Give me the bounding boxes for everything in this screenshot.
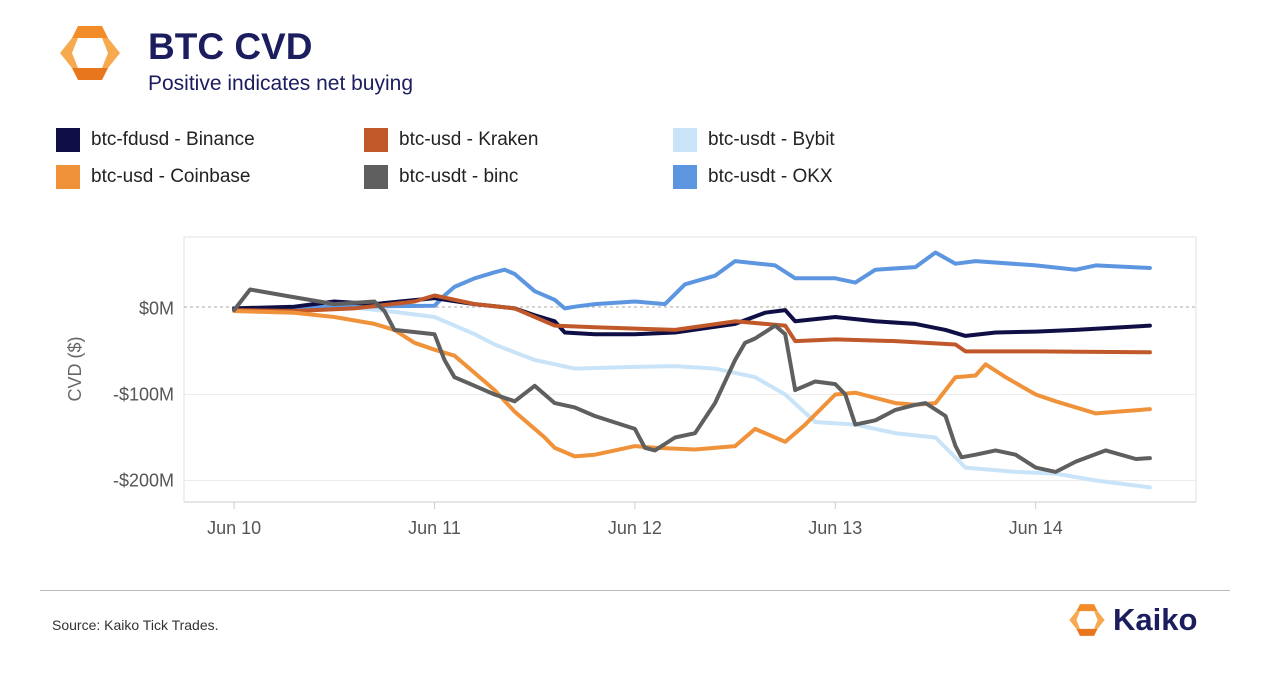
series-line-2 [232, 296, 1152, 338]
legend-label-coinbase: btc-usd - Coinbase [91, 166, 251, 187]
legend-item-kraken: btc-usd - Kraken [364, 127, 538, 153]
grid-layer [184, 393, 1196, 481]
legend-item-binance: btc-fdusd - Binance [56, 127, 255, 153]
y-tick-label: -$200M [113, 470, 174, 490]
series-layer [232, 250, 1152, 490]
series-line-4 [232, 309, 1152, 459]
legend-swatch-coinbase [56, 165, 80, 189]
y-tick-label: -$100M [113, 384, 174, 404]
legend-label-binc: btc-usdt - binc [399, 166, 519, 187]
x-tick-label: Jun 11 [408, 518, 461, 538]
legend-item-bybit: btc-usdt - Bybit [673, 127, 835, 153]
legend-label-okx: btc-usdt - OKX [708, 166, 833, 187]
axis-layer: $0M -$100M -$200M Jun 10 Jun 11 Jun 12 Jun 13 J… [113, 298, 1196, 538]
legend-swatch-binc [364, 165, 388, 189]
chart-subtitle: Positive indicates net buying [148, 72, 413, 95]
kaiko-brand-icon [1069, 604, 1105, 636]
chart-title: BTC CVD [148, 26, 313, 67]
series-line-0 [232, 303, 1152, 490]
x-tick-label: Jun 10 [207, 518, 261, 538]
series-line-3 [232, 293, 1152, 355]
series-line-1 [232, 250, 1152, 313]
legend-label-binance: btc-fdusd - Binance [91, 129, 255, 150]
source-note: Source: Kaiko Tick Trades. [52, 617, 219, 633]
legend-item-okx: btc-usdt - OKX [673, 164, 833, 190]
brand: Kaiko [1067, 600, 1197, 640]
legend-swatch-okx [673, 165, 697, 189]
x-tick-label: Jun 14 [1009, 518, 1063, 538]
legend-swatch-kraken [364, 128, 388, 152]
legend-label-kraken: btc-usd - Kraken [399, 129, 539, 150]
x-tick-label: Jun 12 [608, 518, 662, 538]
legend-item-coinbase: btc-usd - Coinbase [56, 164, 250, 190]
y-axis-title: CVD ($) [65, 336, 85, 401]
legend-item-binc: btc-usdt - binc [364, 164, 518, 190]
plot-area [183, 236, 1197, 503]
legend-swatch-binance [56, 128, 80, 152]
brand-name: Kaiko [1113, 602, 1198, 637]
legend-swatch-bybit [673, 128, 697, 152]
x-tick-label: Jun 13 [808, 518, 862, 538]
footer-divider [40, 590, 1230, 591]
y-tick-label: $0M [139, 298, 174, 318]
legend-label-bybit: btc-usdt - Bybit [708, 129, 835, 150]
series-line-5 [232, 287, 1152, 474]
kaiko-logo-icon [60, 26, 120, 80]
